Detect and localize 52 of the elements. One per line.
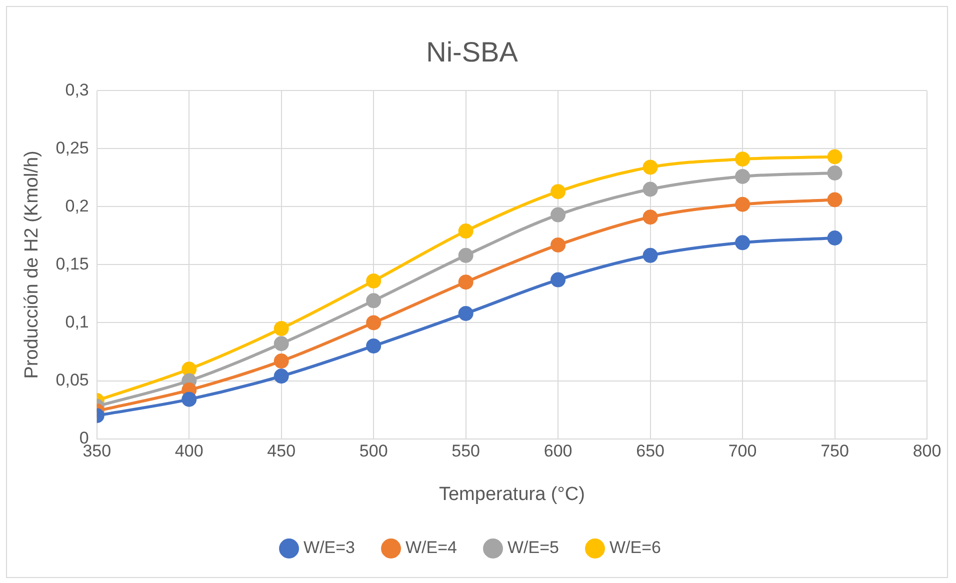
point	[366, 338, 382, 354]
point	[642, 160, 658, 175]
y-tick-label: 0,25	[56, 138, 89, 158]
point	[735, 235, 750, 250]
y-tick-label: 0,2	[65, 196, 89, 216]
point	[458, 248, 474, 263]
x-tick-label: 700	[728, 442, 757, 461]
point	[642, 182, 658, 197]
point	[827, 230, 842, 246]
x-tick-label: 400	[174, 442, 204, 461]
point	[458, 224, 474, 239]
point	[827, 192, 842, 208]
x-tick-label: 650	[636, 442, 664, 461]
point	[458, 306, 474, 321]
point	[550, 184, 566, 200]
x-tick-label: 600	[544, 442, 572, 461]
x-tick-label: 550	[452, 442, 480, 461]
x-tick-label: 750	[820, 442, 849, 461]
point	[182, 392, 197, 407]
y-tick-label: 0,1	[65, 312, 89, 332]
y-tick-label: 0,3	[65, 80, 89, 100]
point	[827, 166, 842, 181]
point	[274, 336, 289, 352]
y-axis-title: Producción de H2 (Kmol/h)	[22, 150, 43, 379]
x-tick-label: 800	[912, 442, 942, 461]
point	[827, 149, 842, 164]
point	[182, 362, 197, 377]
point	[735, 168, 750, 184]
point	[550, 207, 566, 222]
point	[274, 321, 289, 336]
x-tick-label: 500	[359, 442, 388, 461]
point	[458, 274, 474, 290]
point	[366, 293, 382, 308]
point	[274, 354, 289, 369]
point	[642, 248, 658, 263]
point	[735, 152, 750, 167]
point	[735, 196, 750, 212]
y-tick-label: 0,15	[56, 254, 89, 274]
legend-label: W/E=5	[508, 538, 559, 558]
legend-label: W/E=6	[609, 538, 661, 558]
chart-title: Ni-SBA	[426, 36, 518, 68]
x-tick-label: 450	[267, 442, 296, 461]
point	[550, 272, 566, 288]
legend-label: W/E=3	[304, 538, 356, 558]
point	[366, 315, 382, 330]
point	[274, 368, 289, 384]
x-axis-title: Temperatura (°C)	[438, 484, 585, 505]
point	[642, 210, 658, 225]
point	[366, 273, 382, 288]
point	[550, 237, 566, 252]
legend-label: W/E=4	[406, 538, 458, 558]
y-tick-label: 0,05	[56, 370, 89, 390]
